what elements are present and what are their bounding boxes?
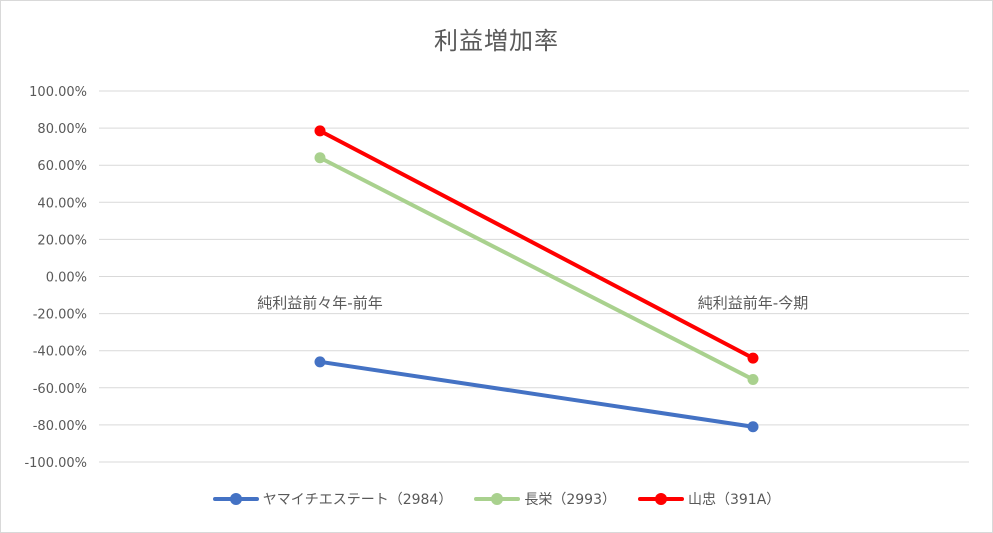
data-point bbox=[747, 373, 759, 385]
legend-swatch-icon bbox=[637, 489, 684, 509]
category-label: 純利益前々年-前年 bbox=[257, 294, 382, 312]
y-tick-label: -20.00% bbox=[33, 308, 87, 323]
y-tick-label: 80.00% bbox=[37, 122, 87, 137]
legend-label: 山忠（391A） bbox=[687, 492, 781, 508]
chart-title: 利益増加率 bbox=[434, 27, 559, 55]
data-point bbox=[314, 356, 326, 368]
data-point bbox=[747, 352, 759, 364]
y-tick-label: 40.00% bbox=[37, 196, 87, 211]
y-tick-label: -60.00% bbox=[33, 382, 87, 397]
y-tick-label: 20.00% bbox=[37, 233, 87, 248]
category-label: 純利益前年-今期 bbox=[698, 294, 808, 312]
legend-swatch-icon bbox=[474, 489, 521, 509]
y-tick-label: -80.00% bbox=[33, 419, 87, 434]
y-tick-label: 100.00% bbox=[29, 85, 87, 100]
legend-label: ヤマイチエステート（2984） bbox=[262, 492, 453, 508]
series-line bbox=[318, 155, 755, 382]
legend-item: 山忠（391A） bbox=[637, 489, 781, 509]
legend-item: ヤマイチエステート（2984） bbox=[212, 489, 453, 509]
series-line bbox=[318, 128, 755, 361]
y-tick-label: -100.00% bbox=[24, 456, 87, 471]
data-point bbox=[314, 125, 326, 137]
y-tick-label: 0.00% bbox=[46, 271, 87, 286]
legend-item: 長栄（2993） bbox=[474, 489, 616, 509]
data-point bbox=[747, 421, 759, 433]
data-point bbox=[314, 152, 326, 164]
y-tick-label: -40.00% bbox=[33, 345, 87, 360]
y-tick-label: 60.00% bbox=[37, 159, 87, 174]
legend-label: 長栄（2993） bbox=[524, 492, 616, 508]
legend: ヤマイチエステート（2984） 長栄（2993） 山忠（391A） bbox=[1, 489, 992, 509]
legend-swatch-icon bbox=[212, 489, 259, 509]
series-line bbox=[318, 359, 755, 429]
